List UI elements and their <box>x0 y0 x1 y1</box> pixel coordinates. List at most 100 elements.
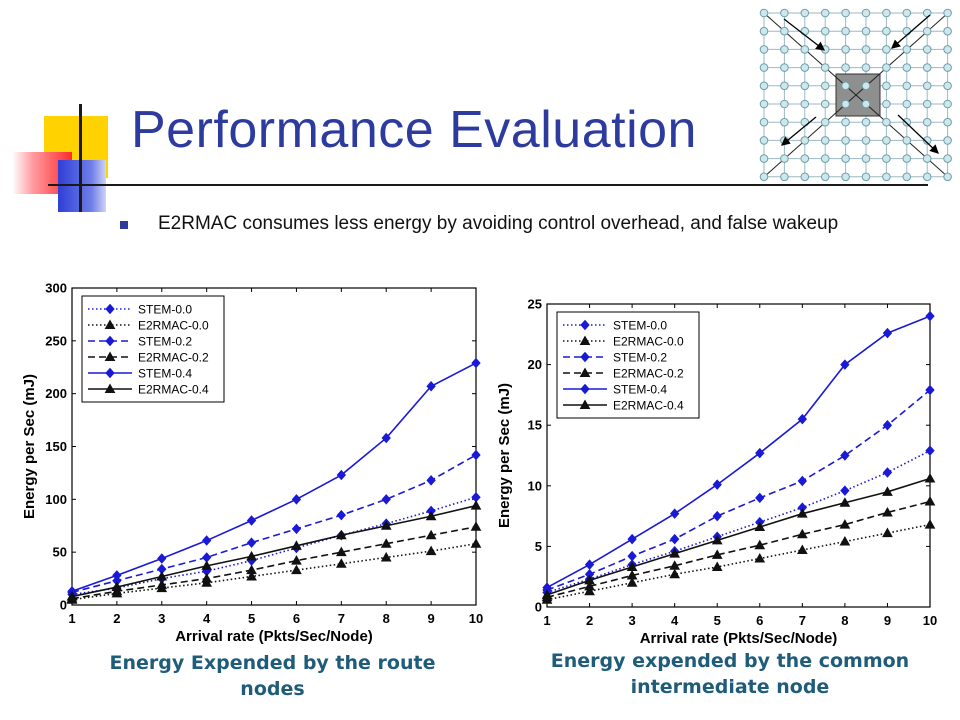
data-point-triangle <box>246 550 257 561</box>
data-point-diamond <box>580 383 590 395</box>
grid-node <box>882 117 891 127</box>
grid-node <box>861 172 871 182</box>
data-point-triangle <box>711 549 723 559</box>
data-point-triangle <box>425 545 437 556</box>
data-point-triangle <box>470 538 482 548</box>
data-point-diamond <box>580 351 590 363</box>
data-point-diamond <box>797 475 808 487</box>
grid-node <box>800 154 810 163</box>
data-point-diamond <box>105 367 115 379</box>
grid-node <box>780 63 789 72</box>
data-point-triangle <box>584 585 595 596</box>
data-point-triangle <box>111 581 123 592</box>
data-point-triangle <box>541 589 553 599</box>
data-point-triangle <box>924 473 936 483</box>
legend-label: E2RMAC-0.0 <box>138 319 209 333</box>
grid-node <box>861 26 871 36</box>
direction-arrows <box>780 14 939 154</box>
grid-node <box>780 81 789 91</box>
series-e2rmac-0-4 <box>66 500 482 601</box>
x-tick-label: 7 <box>338 611 345 626</box>
series-line <box>71 526 477 600</box>
grid-node <box>780 172 789 182</box>
axis-ticks: 1 2 3 4 5 6 7 8 9 10 0 5 10 15 20 25 <box>528 297 938 629</box>
x-tick-label: 3 <box>158 611 165 626</box>
data-point-triangle <box>796 508 808 518</box>
grid-node <box>882 154 891 163</box>
data-point-diamond <box>882 327 893 339</box>
series-line <box>71 504 477 598</box>
chart-intermediate-node-energy: 1 2 3 4 5 6 7 8 9 10 0 5 10 15 20 25 Arrival rate (Pkts/… <box>496 297 938 648</box>
grid-node <box>882 99 891 109</box>
data-point-triangle <box>711 534 723 545</box>
series-e2rmac-0-0 <box>541 519 936 604</box>
data-point-diamond <box>925 384 935 396</box>
grid-node <box>800 136 810 145</box>
grid-node <box>841 117 850 127</box>
x-tick-label: 5 <box>714 613 721 628</box>
legend-label: E2RMAC-0.4 <box>138 383 209 397</box>
grid-node <box>943 99 952 109</box>
grid-lines <box>763 12 949 178</box>
grid-node <box>820 117 830 127</box>
data-point-diamond <box>712 510 722 522</box>
grid-node <box>820 63 830 72</box>
y-tick-label: 300 <box>45 281 67 296</box>
data-point-diamond <box>105 335 115 347</box>
data-point-diamond <box>426 475 436 486</box>
data-point-triangle <box>839 497 851 507</box>
data-point-diamond <box>112 570 122 581</box>
data-point-diamond <box>105 303 115 315</box>
data-point-triangle <box>201 573 213 583</box>
x-tick-label: 8 <box>383 611 390 626</box>
grid-node <box>922 63 932 72</box>
x-axis-label: Arrival rate (Pkts/Sec/Node) <box>175 628 373 645</box>
data-point-diamond <box>381 494 391 505</box>
bullet-list: E2RMAC consumes less energy by avoiding … <box>120 210 910 238</box>
series-e2rmac-0-2 <box>541 496 936 602</box>
data-point-triangle <box>796 528 808 539</box>
x-tick-label: 8 <box>841 613 848 628</box>
grid-node <box>943 8 952 18</box>
center-region-square <box>835 73 881 117</box>
grid-node <box>759 63 769 72</box>
y-tick-label: 50 <box>53 545 67 560</box>
data-point-diamond <box>925 310 935 322</box>
data-point-triangle <box>156 570 168 581</box>
grid-node <box>800 81 810 91</box>
x-tick-label: 4 <box>203 611 211 626</box>
data-point-triangle <box>425 529 437 540</box>
grid-node <box>882 45 891 54</box>
grid-node <box>861 63 871 72</box>
data-point-diamond <box>291 523 302 535</box>
x-tick-label: 3 <box>628 613 635 628</box>
data-point-triangle <box>246 570 257 581</box>
grid-node <box>902 172 912 182</box>
x-tick-label: 2 <box>113 611 120 626</box>
grid-node <box>820 81 830 91</box>
data-point-triangle <box>579 399 591 409</box>
legend-label: E2RMAC-0.2 <box>138 351 209 365</box>
series-line <box>71 454 477 594</box>
grid-node <box>943 136 952 145</box>
data-point-diamond <box>336 469 347 481</box>
grid-node <box>882 136 891 145</box>
chart-caption-intermediate-node: Energy expended by the common intermedia… <box>550 650 910 698</box>
grid-node <box>820 154 830 163</box>
grid-node <box>759 99 769 109</box>
grid-node <box>841 99 850 109</box>
grid-node <box>800 63 810 72</box>
grid-node <box>922 172 932 182</box>
legend-label: STEM-0.2 <box>613 351 667 365</box>
grid-node <box>922 99 932 109</box>
data-point-diamond <box>882 467 893 478</box>
data-point-triangle <box>104 351 116 361</box>
grid-node <box>943 81 952 91</box>
data-point-triangle <box>291 540 302 550</box>
data-point-diamond <box>755 447 765 459</box>
data-point-triangle <box>924 496 936 506</box>
decor-blue-square <box>58 160 106 212</box>
legend-label: STEM-0.2 <box>138 335 192 349</box>
data-point-triangle <box>669 548 681 558</box>
